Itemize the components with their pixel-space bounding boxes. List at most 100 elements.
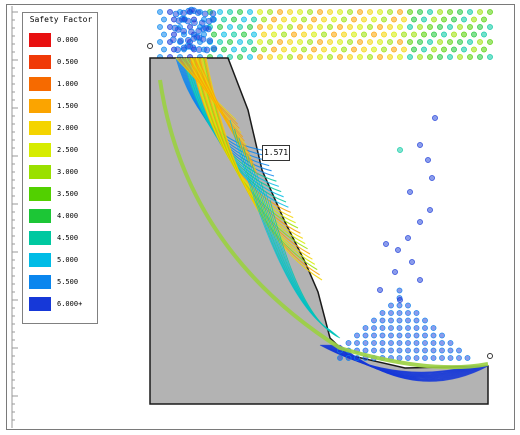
grid-point bbox=[361, 46, 367, 53]
legend-swatch-3 bbox=[29, 99, 51, 113]
grid-point bbox=[157, 39, 163, 45]
grid-point bbox=[231, 46, 237, 53]
grid-point bbox=[267, 54, 273, 60]
grid-point bbox=[481, 46, 487, 53]
grid-point bbox=[417, 54, 423, 60]
grid-point bbox=[447, 54, 453, 60]
legend-label-9: 4.500 bbox=[57, 234, 79, 242]
grid-point bbox=[413, 332, 420, 339]
grid-point bbox=[371, 317, 377, 324]
grid-point bbox=[437, 24, 443, 30]
legend-swatch-2 bbox=[29, 77, 51, 91]
grid-point bbox=[430, 347, 437, 354]
grid-point bbox=[405, 310, 411, 316]
grid-point bbox=[251, 46, 257, 53]
grid-point bbox=[367, 54, 373, 60]
grid-point bbox=[337, 54, 343, 60]
grid-point bbox=[311, 46, 317, 53]
grid-point bbox=[457, 24, 463, 30]
grid-point bbox=[184, 17, 192, 25]
grid-point bbox=[391, 31, 397, 38]
grid-point bbox=[405, 347, 411, 354]
grid-point bbox=[427, 39, 433, 45]
grid-point bbox=[397, 297, 403, 303]
grid-point bbox=[383, 241, 389, 247]
grid-point bbox=[157, 24, 163, 30]
grid-point bbox=[387, 54, 393, 60]
grid-point bbox=[205, 25, 212, 33]
grid-point bbox=[429, 175, 435, 181]
grid-point bbox=[447, 9, 453, 15]
grid-point bbox=[467, 9, 473, 15]
grid-point bbox=[317, 9, 323, 15]
grid-point bbox=[396, 340, 403, 346]
grid-point bbox=[371, 16, 377, 23]
grid-point bbox=[251, 31, 257, 38]
legend-swatch-11 bbox=[29, 275, 51, 289]
grid-point bbox=[354, 355, 360, 361]
grid-point bbox=[341, 46, 347, 53]
grid-point bbox=[397, 147, 403, 153]
legend-swatch-4 bbox=[29, 121, 51, 135]
grid-point bbox=[301, 46, 307, 53]
legend-swatch-7 bbox=[29, 187, 51, 201]
slip-surface-fan-upper bbox=[169, 6, 323, 281]
grid-point bbox=[411, 46, 417, 53]
grid-point bbox=[391, 46, 397, 53]
grid-point bbox=[347, 39, 353, 45]
grid-point bbox=[247, 9, 253, 15]
grid-point bbox=[281, 46, 287, 53]
grid-point bbox=[206, 37, 214, 45]
grid-point bbox=[241, 31, 247, 38]
grid-point bbox=[221, 46, 227, 53]
grid-point bbox=[307, 54, 313, 60]
grid-point bbox=[397, 24, 403, 30]
grid-point bbox=[345, 355, 352, 361]
grid-point bbox=[209, 16, 217, 23]
grid-point bbox=[417, 39, 423, 45]
grid-point bbox=[413, 340, 420, 346]
grid-point bbox=[371, 340, 377, 346]
grid-point bbox=[471, 16, 477, 23]
grid-point bbox=[377, 39, 383, 45]
grid-point bbox=[377, 24, 383, 30]
grid-point bbox=[281, 16, 287, 23]
grid-point bbox=[461, 16, 467, 23]
grid-point bbox=[367, 39, 373, 45]
grid-point bbox=[388, 310, 394, 316]
grid-point bbox=[271, 46, 277, 53]
grid-point bbox=[467, 39, 473, 45]
grid-point bbox=[447, 24, 453, 30]
grid-point bbox=[430, 332, 437, 339]
legend-label-11: 5.500 bbox=[57, 278, 79, 286]
critical-factor-callout: 1.571 bbox=[262, 145, 290, 161]
grid-point bbox=[321, 16, 327, 23]
legend-label-0: 0.000 bbox=[57, 36, 79, 44]
grid-point bbox=[401, 16, 407, 23]
grid-point bbox=[379, 325, 386, 331]
grid-point bbox=[441, 46, 447, 53]
grid-point bbox=[191, 19, 198, 26]
grid-point bbox=[461, 31, 467, 38]
grid-point bbox=[379, 347, 386, 354]
grid-point bbox=[417, 142, 423, 148]
grid-point bbox=[341, 16, 347, 23]
grid-point bbox=[413, 310, 420, 316]
grid-point bbox=[331, 16, 337, 23]
grid-point bbox=[427, 54, 433, 60]
grid-point bbox=[267, 24, 273, 30]
grid-point bbox=[172, 10, 180, 18]
grid-point bbox=[451, 46, 457, 53]
grid-point bbox=[247, 54, 253, 60]
grid-point bbox=[180, 28, 188, 35]
grid-point bbox=[422, 332, 428, 339]
grid-point bbox=[327, 39, 333, 45]
grid-point bbox=[337, 24, 343, 30]
grid-point bbox=[456, 355, 462, 361]
grid-point bbox=[441, 16, 447, 23]
legend-swatch-12 bbox=[29, 297, 51, 311]
grid-point bbox=[457, 54, 463, 60]
grid-point bbox=[277, 54, 283, 60]
grid-point bbox=[347, 24, 353, 30]
